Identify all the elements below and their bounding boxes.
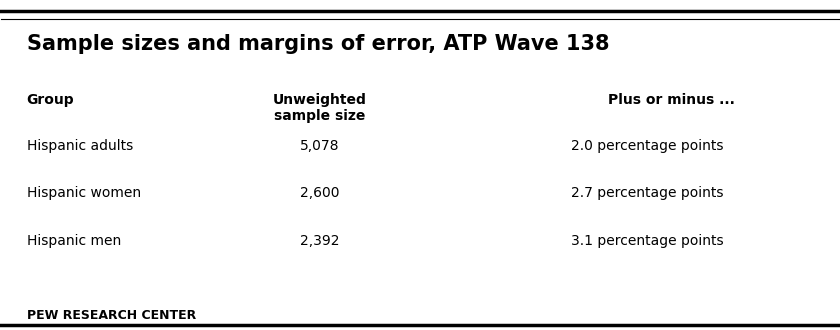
Text: Hispanic adults: Hispanic adults — [27, 139, 133, 153]
Text: Group: Group — [27, 93, 74, 107]
Text: PEW RESEARCH CENTER: PEW RESEARCH CENTER — [27, 309, 196, 322]
Text: Sample sizes and margins of error, ATP Wave 138: Sample sizes and margins of error, ATP W… — [27, 34, 609, 54]
Text: 5,078: 5,078 — [300, 139, 339, 153]
Text: Hispanic men: Hispanic men — [27, 234, 121, 248]
Text: 2.7 percentage points: 2.7 percentage points — [570, 186, 723, 200]
Text: 2,600: 2,600 — [300, 186, 339, 200]
Text: 2.0 percentage points: 2.0 percentage points — [570, 139, 723, 153]
Text: Plus or minus ...: Plus or minus ... — [607, 93, 735, 107]
Text: Hispanic women: Hispanic women — [27, 186, 140, 200]
Text: 2,392: 2,392 — [300, 234, 339, 248]
Text: Unweighted
sample size: Unweighted sample size — [273, 93, 366, 123]
Text: 3.1 percentage points: 3.1 percentage points — [570, 234, 723, 248]
